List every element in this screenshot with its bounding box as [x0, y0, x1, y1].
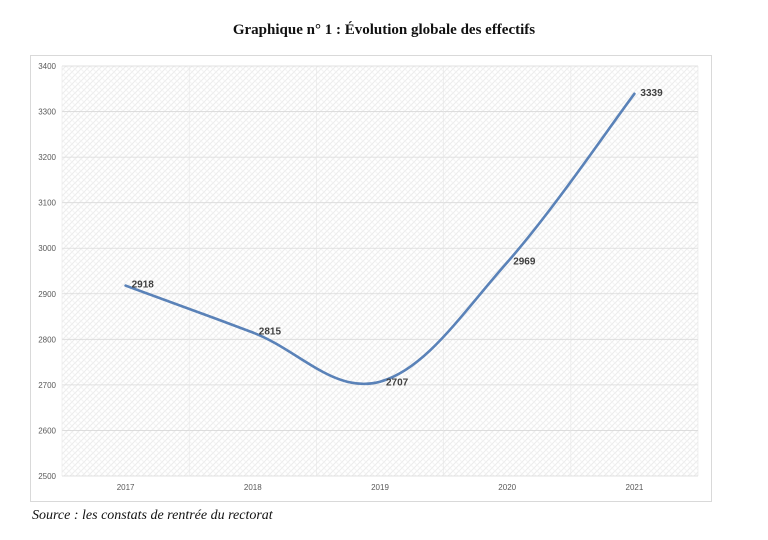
x-tick-label: 2017 — [117, 483, 135, 492]
chart-title: Graphique n° 1 : Évolution globale des e… — [232, 22, 536, 38]
data-label: 3339 — [640, 88, 663, 99]
y-tick-label: 3400 — [38, 62, 56, 71]
y-tick-label: 2900 — [38, 290, 56, 299]
data-labels: 2918 2815 2707 2969 3339 — [132, 88, 663, 389]
x-tick-label: 2020 — [498, 483, 516, 492]
axis-ticks: 2500 2600 2700 2800 2900 3000 3100 3200 3300 3400… — [38, 62, 644, 492]
data-label: 2969 — [513, 256, 536, 267]
x-tick-label: 2021 — [626, 483, 644, 492]
y-tick-label: 3000 — [38, 244, 56, 253]
y-tick-label: 2500 — [38, 472, 56, 481]
plot-area — [62, 66, 698, 476]
y-tick-label: 2700 — [38, 381, 56, 390]
gridlines — [61, 65, 699, 477]
y-tick-label: 3200 — [38, 153, 56, 162]
data-label: 2815 — [259, 327, 282, 338]
source-note: Source : les constats de rentrée du rect… — [32, 508, 273, 523]
data-label: 2918 — [132, 280, 155, 291]
y-tick-label: 3100 — [38, 199, 56, 208]
data-label: 2707 — [386, 378, 409, 389]
y-tick-label: 2600 — [38, 426, 56, 435]
x-tick-label: 2018 — [244, 483, 262, 492]
y-tick-label: 2800 — [38, 335, 56, 344]
series-line — [124, 92, 636, 386]
x-tick-label: 2019 — [371, 483, 389, 492]
series-layer — [124, 92, 636, 386]
y-tick-label: 3300 — [38, 108, 56, 117]
